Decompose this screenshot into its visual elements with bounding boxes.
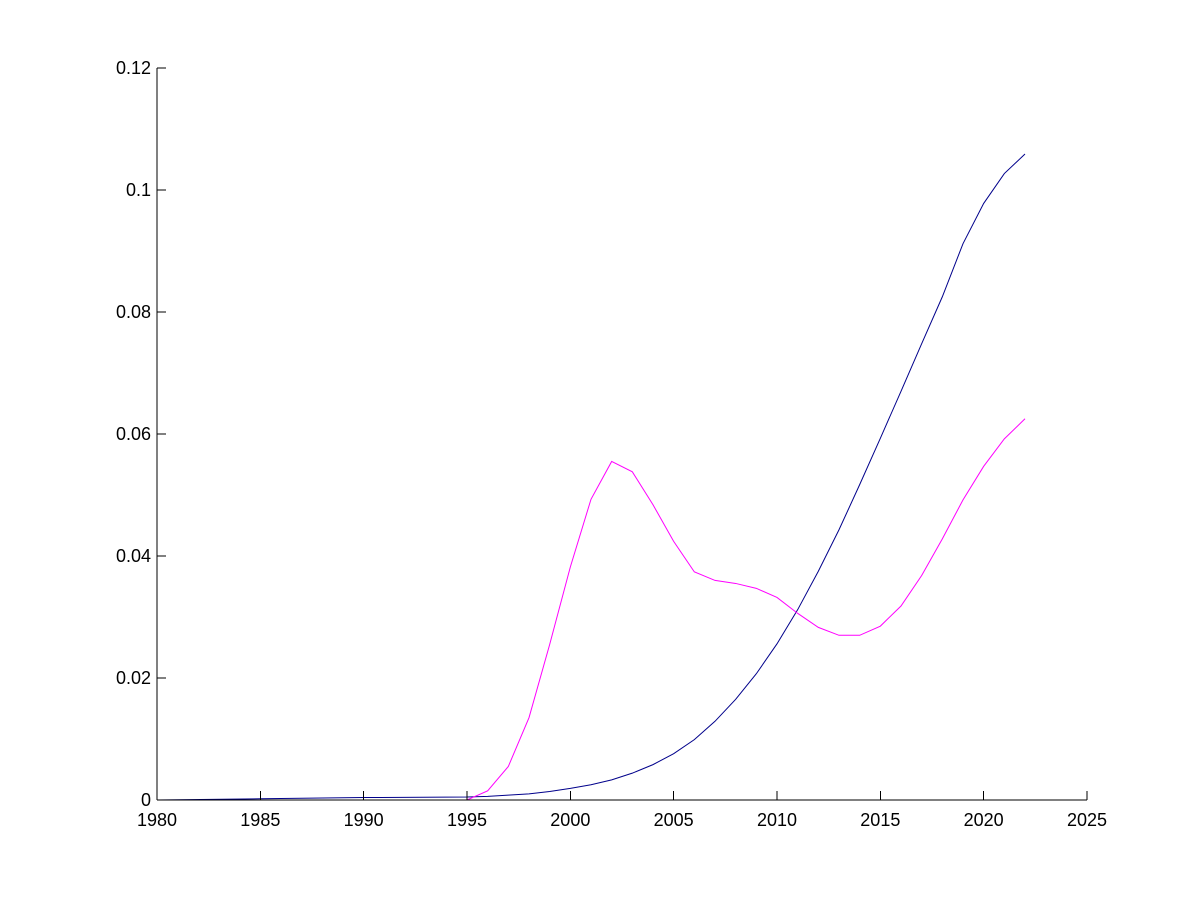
x-tick-label: 2000: [550, 810, 590, 830]
y-tick-label: 0.02: [116, 668, 151, 688]
y-tick-label: 0: [141, 790, 151, 810]
x-tick-label: 2010: [757, 810, 797, 830]
y-axis-ticks: 0 0.02 0.04 0.06 0.08 0.1 0.12: [116, 58, 166, 810]
x-tick-label: 1995: [447, 810, 487, 830]
x-tick-label: 1985: [240, 810, 280, 830]
series-line-1: [156, 153, 1026, 801]
x-tick-label: 2015: [860, 810, 900, 830]
x-tick-label: 2020: [964, 810, 1004, 830]
x-tick-label: 1990: [344, 810, 384, 830]
x-tick-label: 1980: [137, 810, 177, 830]
y-tick-label: 0.12: [116, 58, 151, 78]
x-axis-ticks: 1980 1985 1990 1995 2000 2005 2010 2015 2020 2025: [137, 791, 1107, 830]
x-tick-label: 2005: [654, 810, 694, 830]
series-layer: [156, 153, 1026, 801]
y-tick-label: 0.06: [116, 424, 151, 444]
axes: [156, 68, 1087, 801]
x-tick-label: 2025: [1067, 810, 1107, 830]
series-line-2: [157, 418, 1026, 801]
y-tick-label: 0.1: [126, 180, 151, 200]
y-tick-label: 0.04: [116, 546, 151, 566]
y-tick-label: 0.08: [116, 302, 151, 322]
